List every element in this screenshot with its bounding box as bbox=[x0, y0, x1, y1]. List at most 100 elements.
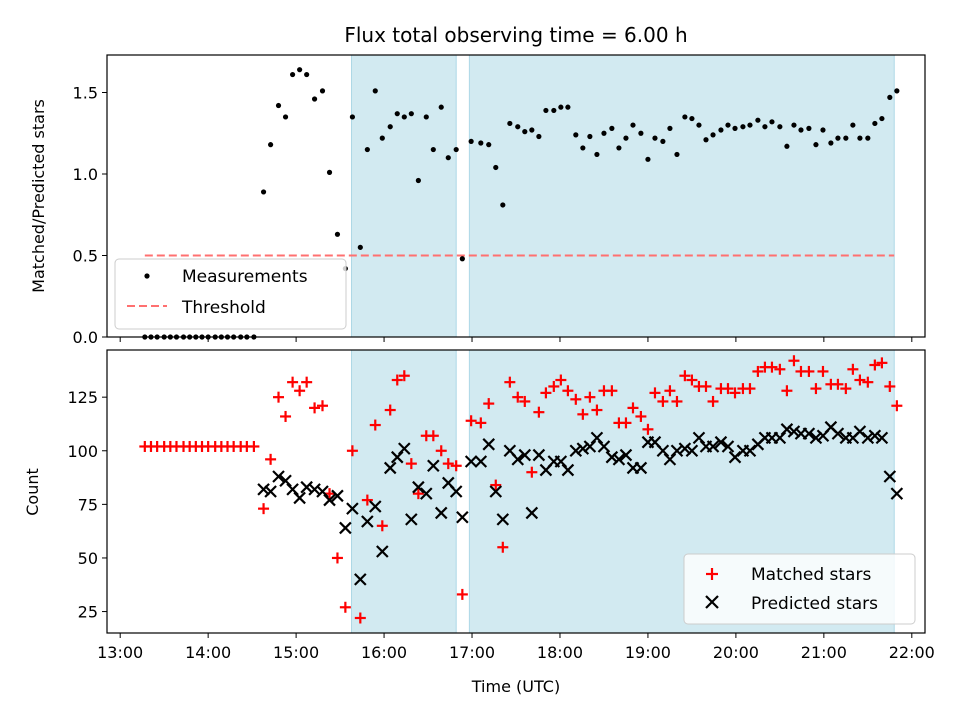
predicted-point-71 bbox=[780, 423, 794, 436]
matched-point-101 bbox=[869, 359, 881, 371]
predicted-point-b bbox=[405, 513, 418, 526]
measurement-point-97 bbox=[843, 135, 849, 141]
matched-point-89 bbox=[781, 385, 793, 397]
matched-point-57 bbox=[548, 380, 560, 392]
predicted-point-43 bbox=[576, 442, 590, 455]
x-tick-label-8: 21:00 bbox=[801, 643, 847, 662]
matched-point-55 bbox=[533, 406, 545, 418]
measurement-point-83 bbox=[740, 124, 746, 130]
top-y-axis: 0.0 0.5 1.0 1.5 bbox=[73, 83, 107, 347]
measurement-point-62 bbox=[587, 133, 593, 140]
measurement-point-60 bbox=[573, 132, 579, 138]
predicted-point-82 bbox=[861, 431, 875, 445]
predicted-point-b bbox=[853, 425, 867, 438]
top-y-tick-label-2: 1.0 bbox=[73, 165, 98, 184]
predicted-point-b bbox=[612, 453, 626, 466]
matched-point-18 bbox=[258, 503, 270, 515]
chart-title: Flux total observing time = 6.00 h bbox=[344, 23, 687, 47]
measurement-point-81 bbox=[725, 122, 731, 128]
predicted-point-b bbox=[420, 487, 433, 500]
predicted-point-b bbox=[368, 500, 382, 513]
matched-point-81 bbox=[722, 383, 734, 395]
matched-point-92 bbox=[803, 365, 815, 377]
matched-point-33 bbox=[369, 419, 381, 431]
matched-point-72 bbox=[657, 395, 669, 407]
measurement-point-20 bbox=[275, 102, 282, 109]
predicted-point-b bbox=[511, 453, 525, 466]
measurement-point-92 bbox=[806, 125, 812, 131]
matched-point-23 bbox=[294, 385, 306, 397]
predicted-point-47 bbox=[605, 450, 619, 464]
legend-label-matched: Matched stars bbox=[751, 565, 871, 585]
matched-point-102 bbox=[876, 357, 888, 369]
predicted-point-b bbox=[619, 448, 633, 462]
predicted-point-61 bbox=[706, 440, 720, 453]
measurement-point-95 bbox=[828, 140, 834, 146]
predicted-point-27 bbox=[456, 510, 469, 524]
predicted-point-b bbox=[489, 485, 503, 498]
matched-point-75 bbox=[679, 370, 691, 382]
predicted-point-30 bbox=[482, 438, 496, 451]
x-tick-label-0: 13:00 bbox=[97, 643, 143, 662]
measurement-point-45 bbox=[459, 256, 465, 262]
matched-point-73 bbox=[664, 385, 676, 397]
matched-point-52 bbox=[512, 391, 524, 403]
matched-point-51 bbox=[504, 376, 516, 388]
predicted-point-b bbox=[323, 493, 336, 507]
predicted-point-2 bbox=[272, 470, 285, 483]
matched-point-69 bbox=[635, 410, 647, 422]
predicted-point-15 bbox=[368, 500, 382, 513]
predicted-point-b bbox=[685, 444, 699, 458]
bottom-y-tick-label-1: 50 bbox=[78, 549, 98, 568]
predicted-point-b bbox=[824, 420, 838, 434]
measurement-point-76 bbox=[689, 115, 695, 122]
legend-marker-predicted bbox=[705, 595, 719, 609]
measurement-point-48 bbox=[486, 142, 492, 148]
matched-point-43 bbox=[442, 458, 454, 470]
predicted-point-b bbox=[361, 515, 374, 528]
measurement-point-44 bbox=[453, 146, 459, 153]
predicted-point-b bbox=[802, 427, 816, 440]
x-axis-label: Time (UTC) bbox=[471, 677, 560, 696]
measurement-point-55 bbox=[536, 133, 542, 140]
matched-point-76 bbox=[686, 374, 698, 386]
measurement-point-75 bbox=[682, 114, 688, 120]
predicted-point-48 bbox=[612, 453, 626, 466]
matched-point-104 bbox=[891, 400, 903, 412]
measurement-point-102 bbox=[879, 115, 885, 122]
measurement-point-18 bbox=[260, 189, 267, 195]
predicted-point-85 bbox=[883, 470, 897, 483]
measurement-point-43 bbox=[445, 155, 451, 161]
legend-label-predicted: Predicted stars bbox=[751, 594, 878, 614]
top-legend-box bbox=[114, 258, 347, 330]
bottom-y-tick-label-0: 25 bbox=[78, 603, 98, 622]
predicted-point-b bbox=[300, 480, 313, 494]
measurement-point-26 bbox=[319, 88, 326, 94]
predicted-point-b bbox=[441, 476, 455, 490]
matched-point-67 bbox=[620, 417, 632, 429]
measurement-point-35 bbox=[387, 124, 393, 130]
measurement-point-52 bbox=[515, 124, 521, 130]
matched-point-36 bbox=[391, 374, 403, 386]
legend-marker-measurements bbox=[144, 273, 150, 279]
predicted-point-b bbox=[569, 444, 583, 458]
predicted-point-20 bbox=[405, 513, 418, 526]
x-tick-label-7: 20:00 bbox=[713, 643, 759, 662]
measurement-point-84 bbox=[747, 122, 753, 128]
measurement-point-69 bbox=[638, 130, 644, 136]
measurement-point-49 bbox=[493, 164, 499, 171]
measurement-point-30 bbox=[349, 114, 355, 120]
bottom-predicted-points bbox=[257, 420, 904, 586]
bottom-x-axis: 13:00 14:00 15:00 16:00 17:00 18:00 19:00 20:00… bbox=[97, 633, 935, 662]
predicted-point-b bbox=[831, 427, 845, 440]
predicted-point-b bbox=[890, 487, 904, 500]
predicted-point-b bbox=[257, 483, 270, 496]
top-plot-frame bbox=[106, 54, 926, 338]
matched-point-56 bbox=[540, 387, 552, 399]
predicted-point-b bbox=[670, 444, 684, 458]
predicted-point-b bbox=[692, 431, 706, 445]
measurement-point-71 bbox=[652, 135, 658, 141]
predicted-point-b bbox=[605, 450, 619, 464]
matched-point-49 bbox=[490, 479, 502, 491]
predicted-point-b bbox=[412, 480, 425, 494]
